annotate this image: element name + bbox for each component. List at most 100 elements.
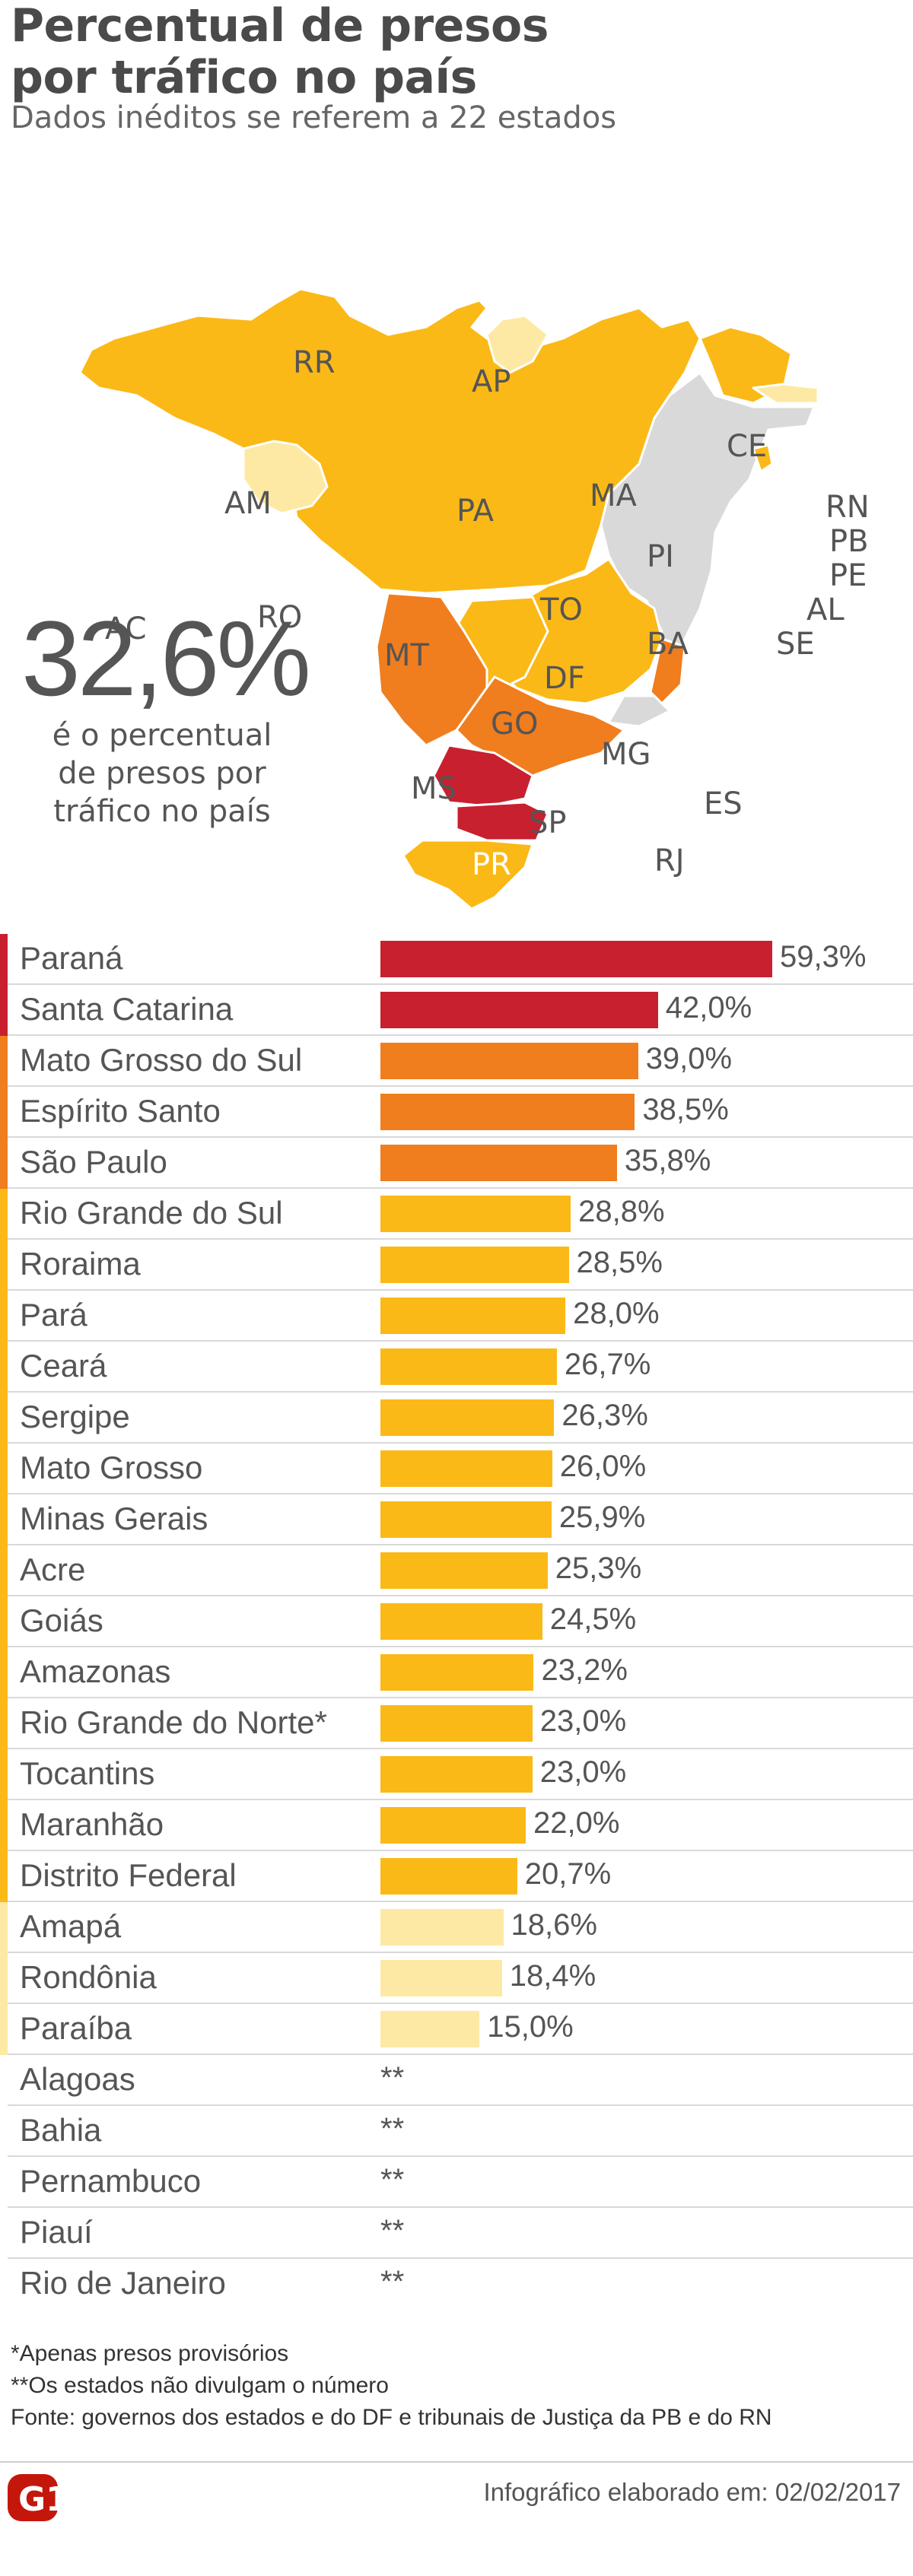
title-line-1: Percentual de presos [11,0,549,52]
row-divider [8,1850,913,1851]
map-label-pr: PR [472,847,511,882]
g1-logo-text: G1 [18,2480,69,2519]
map-label-pb: PB [829,524,869,559]
state-name: Mato Grosso [20,1450,203,1485]
map-label-go: GO [491,707,538,742]
chart-bar [380,1603,542,1640]
tier-strip [0,1393,8,1444]
map-label-ce: CE [727,429,767,464]
tier-strip [0,2004,8,2055]
map-label-mt: MT [384,638,430,673]
no-data-marker: ** [380,2112,405,2146]
chart-bar [380,1501,552,1538]
tier-strip [0,934,8,985]
chart-bar [380,1552,548,1589]
state-name: Rio Grande do Norte* [20,1704,327,1740]
state-name: Roraima [20,1246,141,1282]
tier-strip [0,1800,8,1851]
subtitle: Dados inéditos se referem a 22 estados [11,100,617,135]
chart-bar [380,1705,533,1742]
bar-value-label: 22,0% [533,1806,620,1840]
map-label-ap: AP [472,364,511,399]
tier-strip [0,1087,8,1138]
table-row-no-data: Alagoas ** [0,2055,913,2106]
chart-bar [380,941,772,977]
state-name: Distrito Federal [20,1857,237,1893]
row-divider [8,1187,913,1189]
state-name: Rio Grande do Sul [20,1195,283,1231]
region-sp [455,675,625,777]
state-name: Paraíba [20,2010,132,2046]
state-name: Rio de Janeiro [20,2265,226,2301]
region-sc [455,801,549,842]
bar-value-label: 28,5% [576,1246,663,1279]
table-row: Amapá 18,6% [0,1902,913,1953]
chart-bar [380,1756,533,1793]
row-divider [8,2206,913,2208]
map-label-pe: PE [829,558,867,593]
bar-value-label: 23,2% [541,1653,628,1687]
map-label-ba: BA [647,627,689,662]
table-row: Distrito Federal 20,7% [0,1851,913,1902]
map-label-ms: MS [411,771,456,806]
row-divider [8,1340,913,1342]
table-row: Amazonas 23,2% [0,1647,913,1698]
region-pb [752,383,819,405]
state-name: Alagoas [20,2061,135,2097]
bar-value-label: 18,6% [511,1908,597,1942]
map-label-df: DF [544,661,585,696]
region-rs [402,839,534,910]
chart-bar [380,1145,617,1181]
row-divider [8,1748,913,1749]
map-label-pi: PI [647,539,674,574]
map-label-ac: AC [105,611,147,646]
page-title: Percentual de presos por tráfico no país [11,0,549,103]
row-divider [8,1136,913,1138]
table-row: São Paulo 35,8% [0,1138,913,1189]
map-label-rr: RR [293,345,336,380]
credit-date: Infográfico elaborado em: 02/02/2017 [483,2478,901,2506]
table-row: Ceará 26,7% [0,1342,913,1393]
tier-strip [0,1647,8,1698]
tier-strip [0,1545,8,1596]
table-row: Espírito Santo 38,5% [0,1087,913,1138]
bar-value-label: 38,5% [642,1093,729,1126]
state-name: Goiás [20,1602,103,1638]
state-name: Tocantins [20,1755,155,1791]
chart-bar [380,1807,526,1844]
chart-bar [380,1960,502,1996]
no-data-marker: ** [380,2061,405,2095]
row-divider [8,1544,913,1545]
chart-bar [380,1298,566,1334]
row-divider [8,2104,913,2106]
tier-strip [0,1138,8,1189]
bar-value-label: 26,7% [564,1348,651,1381]
row-divider [8,1085,913,1087]
table-row: Minas Gerais 25,9% [0,1494,913,1545]
row-divider [8,1901,913,1902]
g1-logo: G1 [8,2474,69,2521]
region-se [752,443,774,473]
chart-bar [380,1247,569,1283]
table-row: Paraíba 15,0% [0,2004,913,2055]
table-row: Acre 25,3% [0,1545,913,1596]
bar-value-label: 18,4% [509,1959,596,1993]
brazil-map: RR AP AM PA MA CE RN PB PE AL SE PI BA A… [78,287,870,913]
tier-strip [0,1291,8,1342]
no-data-marker: ** [380,2214,405,2247]
tier-strip [0,1189,8,1240]
table-row: Paraná 59,3% [0,934,913,985]
map-label-sc: SC [498,900,539,913]
row-divider [8,1034,913,1036]
table-row: Rondônia 18,4% [0,1953,913,2004]
bar-value-label: 25,9% [558,1501,646,1534]
state-name: Rondônia [20,1959,157,1995]
bar-value-label: 39,0% [645,1042,733,1075]
chart-bar [380,992,658,1028]
bar-value-label: 59,3% [780,940,867,974]
row-divider [8,2257,913,2259]
region-es [649,637,686,705]
state-name: Santa Catarina [20,991,234,1027]
row-divider [8,1238,913,1240]
row-divider [8,1595,913,1596]
